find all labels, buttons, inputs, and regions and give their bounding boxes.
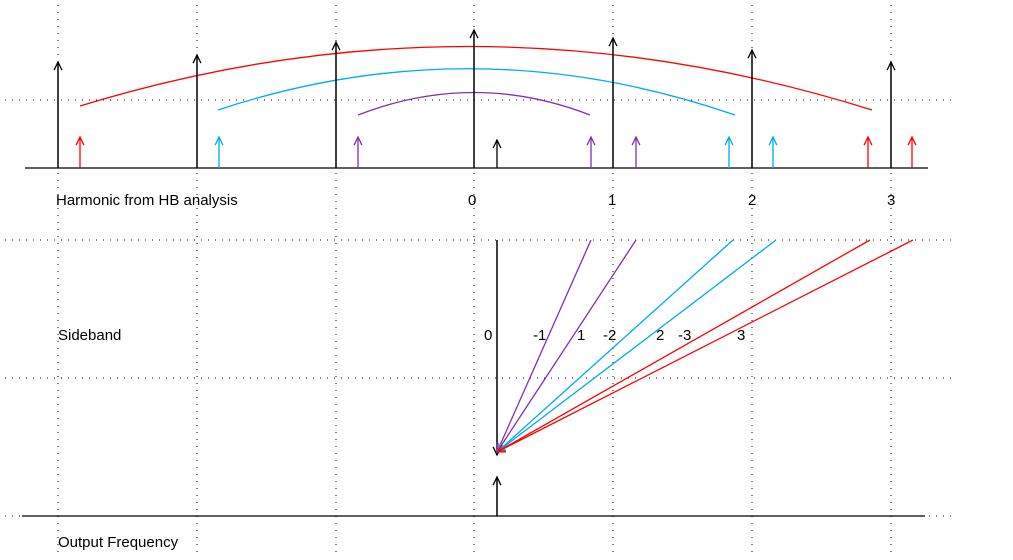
blue-curve [217,68,736,116]
mix-arrow [496,239,734,453]
mix-arrow [496,239,871,453]
sideband-arrow-head [863,135,873,146]
sideband-number: -1 [533,327,546,344]
sideband-number: -2 [603,327,616,344]
harmonic-label: Harmonic from HB analysis [56,192,238,209]
output-arrow-head [492,475,502,486]
harmonic-number: 3 [887,192,895,209]
sideband-number: 3 [737,327,745,344]
harmonic-arrow-head [469,28,479,39]
mix-arrow [496,239,777,453]
sideband-arrow-head [724,135,734,146]
sideband-arrow-head [586,135,596,146]
arrows [53,28,917,516]
mix-arrow [496,239,914,453]
sideband-arrow-head [631,135,641,146]
harmonic-arrow-head [192,53,202,64]
harmonic-number: 2 [748,192,756,209]
sideband-number: 0 [484,327,492,344]
mix-arrow [496,239,637,453]
sideband-label: Sideband [58,327,121,344]
red-curve [79,45,873,111]
output-label: Output Frequency [58,534,179,551]
sideband-arrow-head [768,135,778,146]
harmonic-number: 0 [468,192,476,209]
sideband-arrow-head [214,135,224,146]
sideband-number: -3 [678,327,691,344]
sideband-arrow-head [353,135,363,146]
mix-arrow-head [495,444,507,453]
harmonic-arrow-head [608,36,618,47]
sideband-number: 2 [656,327,664,344]
harmonic-arrow-head [886,60,896,71]
sideband-arrow-head [907,135,917,146]
sideband-number: 1 [577,327,585,344]
harmonic-number: 1 [608,192,616,209]
harmonic-arrow-head [747,48,757,59]
harmonic-arrow-head [53,60,63,71]
harmonic-arrow-head [331,40,341,51]
sideband-arrow-head [492,138,502,149]
mix-arrow [496,239,592,453]
sideband-arrow-head [75,135,85,146]
grid [5,5,955,558]
